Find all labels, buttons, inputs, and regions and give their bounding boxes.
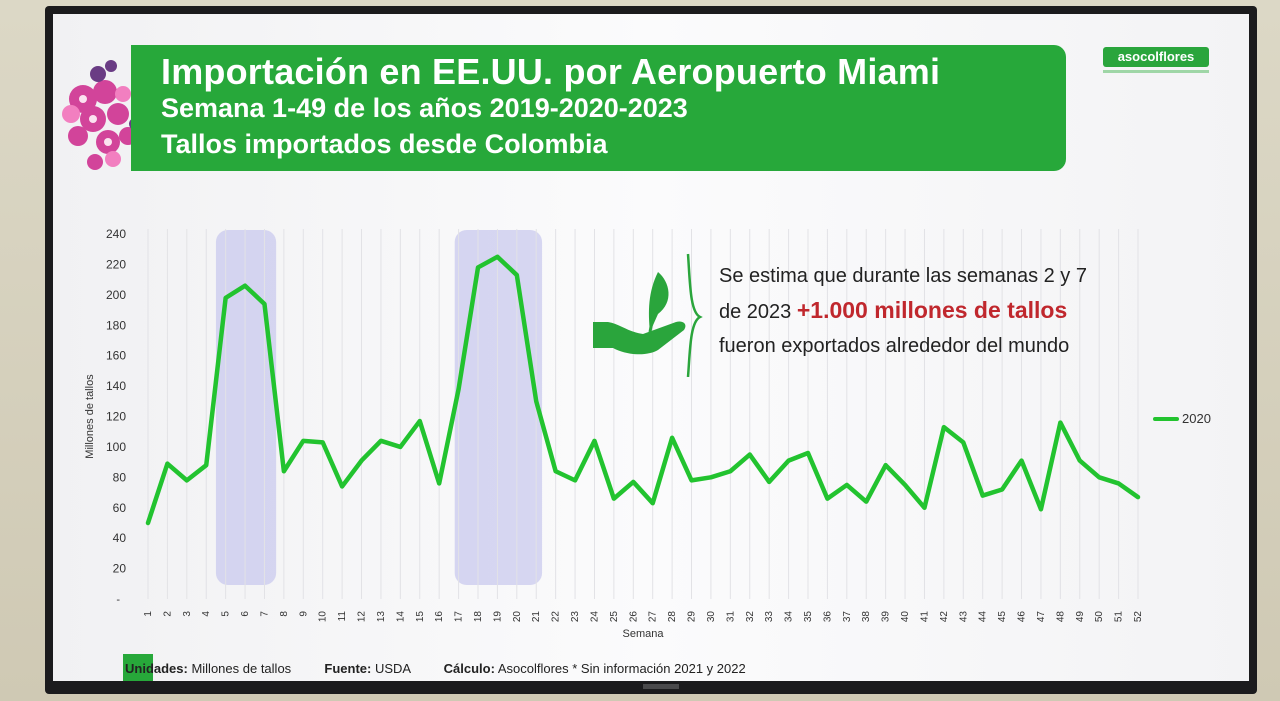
chart-legend: 2020 [1153,411,1211,426]
calc-value: Asocolflores * Sin información 2021 y 20… [494,661,746,676]
x-tick-label: 19 [492,611,503,623]
y-tick-label: 40 [113,531,127,545]
y-tick-label: 60 [113,501,127,515]
x-tick-label: 49 [1075,611,1086,623]
x-tick-label: 11 [337,611,348,622]
x-tick-label: 34 [784,611,795,623]
plant-in-hand-icon [593,253,703,377]
tv-stand [643,684,679,689]
x-tick-label: 51 [1114,611,1125,623]
x-tick-label: 35 [803,611,814,623]
y-tick-label: 80 [113,470,127,484]
x-tick-label: 38 [861,611,872,623]
legend-label: 2020 [1182,411,1211,426]
x-tick-label: 7 [259,611,270,617]
x-tick-label: 45 [997,611,1008,623]
x-tick-label: 16 [434,611,445,623]
x-tick-label: 36 [822,611,833,623]
calc-label: Cálculo: [443,661,495,676]
y-tick-label: 120 [106,410,126,424]
y-tick-label: 200 [106,288,126,302]
x-tick-label: 43 [958,611,969,623]
note-line-1: Se estima que durante las semanas 2 y 7 [719,265,1087,287]
x-tick-label: 50 [1094,611,1105,623]
x-tick-label: 31 [725,611,736,623]
legend-swatch [1153,416,1179,421]
y-tick-label: 160 [106,349,126,363]
x-tick-label: 18 [473,611,484,623]
source-value: USDA [371,661,411,676]
note-line-2-prefix: de 2023 [719,301,797,323]
title-banner: Importación en EE.UU. por Aeropuerto Mia… [131,45,1066,171]
x-tick-label: 26 [628,611,639,623]
asocolflores-logo: asocolflores [1103,47,1209,67]
x-tick-label: 3 [182,611,193,617]
y-tick-label: 20 [113,562,127,576]
note-line-3: fueron exportados alrededor del mundo [719,335,1070,357]
x-tick-label: 24 [589,611,600,623]
x-tick-label: 17 [454,611,465,623]
x-tick-label: 27 [648,611,659,623]
chart-title: Importación en EE.UU. por Aeropuerto Mia… [161,51,941,92]
highlight-band-2 [454,230,543,585]
note-line-2: de 2023 +1.000 millones de tallos [719,293,1189,329]
x-tick-label: 33 [764,611,775,623]
x-tick-label: 52 [1133,611,1144,623]
x-tick-label: 41 [919,611,930,623]
x-tick-label: 15 [415,611,426,623]
series-line-2020 [145,254,1141,526]
x-tick-label: 21 [531,611,542,623]
x-tick-label: 6 [240,611,251,617]
x-tick-label: 9 [298,611,309,617]
x-tick-label: 28 [667,611,678,623]
y-axis-label: Millones de tallos [84,374,96,459]
x-tick-label: 8 [279,611,290,617]
units-label: Unidades: [125,661,188,676]
x-tick-label: 5 [221,611,232,617]
logo-tagline-bar [1103,70,1209,73]
y-tick-label: 100 [106,440,126,454]
x-tick-label: 10 [318,611,329,623]
x-axis-label: Semana [623,628,665,640]
y-tick-label: 180 [106,318,126,332]
x-tick-label: 12 [357,611,368,623]
x-tick-label: 20 [512,611,523,623]
x-tick-label: 1 [143,611,154,617]
footer-notes: Unidades: Millones de tallos Fuente: USD… [125,661,746,676]
y-tick-label: 240 [106,227,126,241]
x-tick-label: 23 [570,611,581,623]
x-tick-label: 42 [939,611,950,623]
presentation-slide: Importación en EE.UU. por Aeropuerto Mia… [53,14,1249,681]
x-tick-label: 39 [881,611,892,623]
units-value: Millones de tallos [187,661,292,676]
x-tick-label: 32 [745,611,756,623]
footer-accent-square [123,654,153,681]
x-tick-label: 22 [551,611,562,623]
estimate-note: Se estima que durante las semanas 2 y 7 … [719,259,1189,363]
x-tick-label: 29 [687,611,698,623]
x-tick-label: 40 [900,611,911,623]
x-tick-label: 37 [842,611,853,623]
x-tick-label: 46 [1017,611,1028,623]
x-tick-label: 48 [1055,611,1066,623]
x-tick-label: 4 [201,611,212,617]
source-label: Fuente: [324,661,372,676]
chart-subtitle-2: Tallos importados desde Colombia [161,129,608,159]
y-tick-label: 220 [106,257,126,271]
x-tick-label: 13 [376,611,387,623]
highlight-band-1 [215,230,277,585]
note-highlight: +1.000 millones de tallos [796,297,1068,323]
x-tick-label: 2 [162,611,173,617]
y-tick-label: 140 [106,379,126,393]
y-tick-dash: - [116,594,120,606]
x-tick-label: 30 [706,611,717,623]
x-tick-label: 25 [609,611,620,623]
x-tick-label: 47 [1036,611,1047,623]
chart-subtitle: Semana 1-49 de los años 2019-2020-2023 [161,93,688,123]
x-tick-label: 44 [978,611,989,623]
x-tick-label: 14 [395,611,406,623]
